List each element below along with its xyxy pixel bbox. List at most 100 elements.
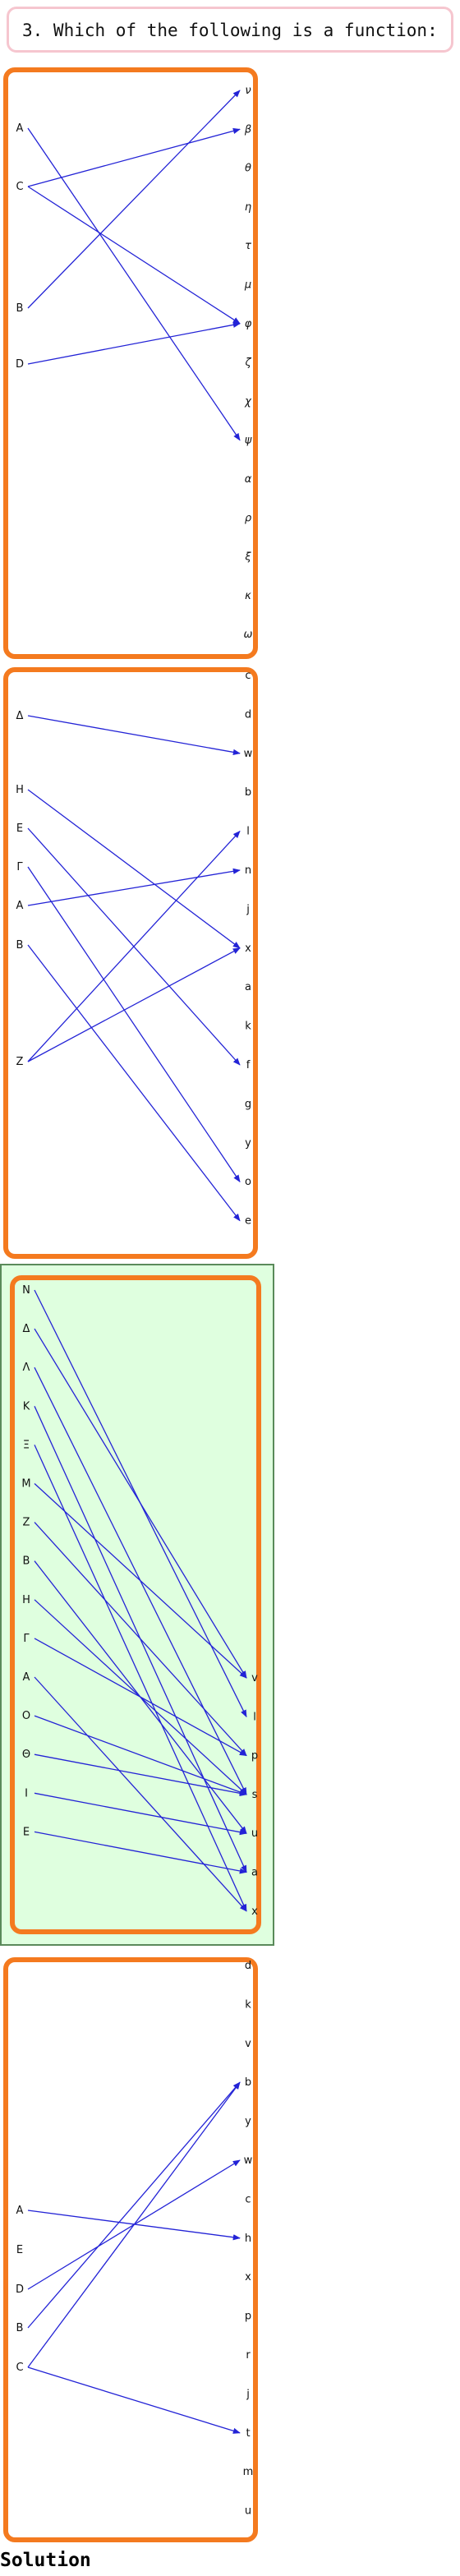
domain-label: Ξ: [23, 1439, 30, 1451]
codomain-label: x: [245, 2271, 251, 2283]
codomain-label: c: [245, 670, 251, 682]
mapping-diagram: N Δ Λ K Ξ M Z B H Γ A O Θ I Ev l p s u a x: [21, 1284, 258, 1918]
codomain-label: φ: [245, 318, 252, 330]
mapping-arrow: [27, 947, 241, 1062]
domain-label: Θ: [22, 1749, 30, 1761]
mapping-arrow: [27, 789, 241, 949]
mapping-arrow: [34, 1483, 247, 1679]
codomain-label: k: [245, 1998, 251, 2011]
codomain-label: x: [245, 942, 251, 955]
mapping-diagram: Δ H E Γ A B Zc d w b l n j x a k f g y o e: [16, 670, 253, 1228]
codomain-label: n: [245, 864, 251, 877]
codomain-label: r: [246, 2349, 251, 2362]
codomain-label: s: [252, 1789, 258, 1801]
domain-label: E: [16, 823, 23, 835]
mapping-arrow: [27, 830, 241, 1062]
domain-label: Γ: [23, 1633, 30, 1645]
codomain-label: h: [245, 2233, 251, 2245]
domain-label: C: [16, 181, 23, 193]
domain-label: Z: [23, 1517, 30, 1529]
codomain-label: η: [245, 201, 251, 214]
domain-label: I: [25, 1787, 28, 1800]
domain-label: C: [16, 2362, 23, 2374]
codomain-label: w: [244, 2154, 253, 2167]
domain-label: A: [16, 2205, 24, 2217]
domain-label: Δ: [23, 1323, 30, 1335]
mapping-arrow: [34, 1792, 247, 1836]
codomain-label: u: [245, 2505, 251, 2518]
codomain-label: ω: [244, 629, 253, 641]
mapping-arrow: [27, 868, 241, 906]
codomain-label: l: [246, 826, 250, 838]
codomain-label: a: [245, 981, 251, 993]
mapping-arrow: [27, 321, 241, 365]
mapping-arrow: [27, 2366, 241, 2434]
codomain-label: v: [245, 2038, 251, 2050]
codomain-label: k: [245, 1021, 251, 1033]
domain-label: Γ: [16, 861, 23, 873]
domain-label: Δ: [16, 710, 24, 722]
codomain-label: ξ: [244, 551, 251, 564]
domain-label: D: [16, 2283, 24, 2296]
domain-label: B: [16, 302, 24, 315]
mapping-arrow: [27, 944, 241, 1222]
mapping-arrow: [34, 1638, 247, 1757]
codomain-label: d: [245, 1960, 251, 1972]
codomain-label: o: [245, 1176, 251, 1188]
codomain-label: ρ: [245, 512, 252, 524]
codomain-label: ζ: [244, 357, 251, 369]
codomain-label: α: [245, 473, 252, 486]
codomain-label: b: [245, 786, 251, 799]
mapping-diagram: A C B Dν β θ η τ μ φ ζ χ ψ α ρ ξ κ ω: [16, 85, 253, 641]
codomain-label: θ: [245, 163, 251, 175]
question-box: 3. Which of the following is a function:: [7, 7, 453, 53]
codomain-label: ψ: [245, 435, 252, 447]
codomain-label: j: [246, 2388, 250, 2400]
domain-label: K: [23, 1400, 30, 1412]
domain-label: A: [16, 900, 24, 912]
codomain-label: β: [244, 123, 251, 136]
mapping-diagram: A E D B Cd k v b y w c h x p r j t m u: [16, 1960, 254, 2518]
codomain-label: t: [246, 2427, 250, 2440]
domain-label: O: [22, 1710, 30, 1722]
domain-label: N: [22, 1284, 30, 1297]
domain-label: D: [16, 358, 24, 371]
domain-label: A: [23, 1671, 30, 1684]
mapping-arrow: [34, 1753, 247, 1796]
mapping-arrow: [27, 186, 241, 325]
mapping-arrow: [34, 1522, 247, 1757]
codomain-label: m: [243, 2466, 254, 2478]
mapping-arrow: [27, 866, 241, 1182]
domain-label: B: [16, 939, 24, 952]
question-text: 3. Which of the following is a function:: [22, 21, 438, 40]
domain-label: Λ: [23, 1362, 30, 1374]
solution-heading: Solution: [0, 2550, 91, 2571]
codomain-label: u: [251, 1827, 258, 1840]
codomain-label: τ: [245, 240, 251, 252]
codomain-label: x: [251, 1906, 258, 1918]
codomain-label: g: [245, 1098, 251, 1110]
domain-label: B: [16, 2322, 24, 2334]
codomain-label: b: [245, 2076, 251, 2089]
mapping-arrow: [27, 2081, 241, 2329]
codomain-label: ν: [245, 85, 251, 97]
codomain-label: f: [246, 1059, 251, 1071]
codomain-label: χ: [244, 395, 252, 408]
mapping-arrow: [27, 127, 241, 187]
codomain-label: e: [245, 1215, 251, 1228]
mapping-arrow: [34, 1676, 247, 1912]
mapping-arrow: [34, 1831, 247, 1874]
domain-label: E: [16, 2244, 23, 2256]
codomain-label: κ: [245, 590, 251, 602]
domain-label: H: [22, 1594, 30, 1606]
domain-label: H: [16, 784, 24, 796]
domain-label: A: [16, 122, 24, 135]
